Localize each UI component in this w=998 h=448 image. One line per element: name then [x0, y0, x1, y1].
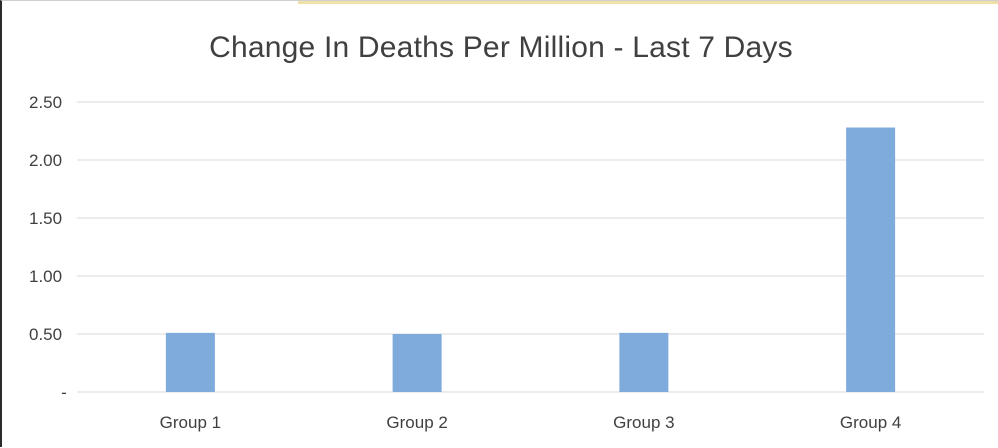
bar-group-1	[165, 332, 215, 392]
bar-group-2	[392, 334, 442, 392]
bar-group-4	[846, 127, 896, 393]
y-tick-label: -	[61, 383, 67, 402]
gridlines	[77, 101, 984, 393]
x-axis-tick-labels: Group 1 Group 2 Group 3 Group 4	[160, 413, 902, 432]
y-tick-label: 1.50	[29, 209, 62, 228]
chart-title: Change In Deaths Per Million - Last 7 Da…	[209, 31, 793, 64]
bar-group-3	[619, 332, 669, 392]
bars	[165, 127, 896, 393]
top-accent-line	[298, 1, 998, 4]
y-tick-label: 2.00	[29, 151, 62, 170]
y-tick-label: 0.50	[29, 325, 62, 344]
y-axis-tick-labels: - 0.50 1.00 1.50 2.00 2.50	[29, 93, 67, 402]
x-tick-label: Group 1	[160, 413, 221, 432]
x-tick-label: Group 4	[840, 413, 901, 432]
x-tick-label: Group 3	[613, 413, 674, 432]
y-tick-label: 2.50	[29, 93, 62, 112]
y-tick-label: 1.00	[29, 267, 62, 286]
x-tick-label: Group 2	[386, 413, 447, 432]
